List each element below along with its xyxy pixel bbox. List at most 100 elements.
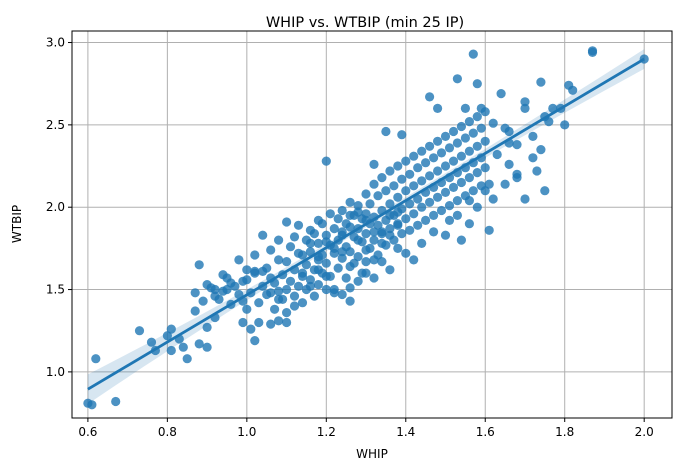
data-point	[448, 126, 459, 137]
data-point	[464, 146, 474, 156]
data-point	[520, 97, 530, 107]
data-point	[393, 161, 403, 171]
data-point	[297, 298, 308, 308]
data-point	[194, 260, 204, 270]
data-point	[417, 202, 427, 212]
data-point	[440, 161, 451, 171]
data-point	[500, 179, 510, 189]
data-point	[285, 242, 296, 252]
data-point	[520, 103, 530, 113]
data-point	[313, 265, 323, 275]
data-point	[266, 245, 276, 255]
data-point	[274, 235, 284, 245]
y-tick-label: 1.5	[46, 283, 65, 297]
data-point	[134, 326, 145, 336]
data-point	[254, 298, 264, 308]
data-point	[429, 210, 439, 220]
data-point	[381, 186, 391, 196]
data-point	[377, 238, 387, 248]
data-point	[528, 153, 538, 163]
data-point	[452, 210, 462, 220]
x-axis-ticks: 0.6 0.8 1.0 1.2 1.4 1.6 1.8 2.0	[78, 418, 654, 439]
data-point	[369, 255, 379, 265]
data-point	[282, 217, 292, 227]
data-point	[250, 268, 260, 278]
data-point	[393, 207, 403, 217]
data-point	[444, 215, 455, 225]
data-point	[369, 235, 379, 245]
data-point	[433, 103, 443, 113]
data-point	[440, 230, 451, 240]
data-point	[385, 166, 395, 176]
data-point	[492, 149, 502, 160]
data-point	[369, 159, 379, 169]
data-point	[436, 148, 447, 158]
data-point	[337, 253, 347, 263]
confidence-band-area	[87, 49, 645, 404]
data-point	[381, 126, 391, 137]
data-point	[413, 220, 423, 230]
data-point	[361, 229, 371, 239]
data-point	[321, 156, 331, 166]
data-point	[409, 209, 419, 219]
data-point	[488, 194, 498, 204]
data-point	[464, 219, 474, 229]
data-point	[393, 243, 403, 253]
data-point	[313, 215, 323, 225]
data-point	[293, 281, 304, 291]
data-point	[480, 163, 490, 173]
plot-frame	[71, 30, 673, 419]
data-point	[425, 92, 435, 102]
data-point	[401, 186, 411, 196]
x-axis-label: WHIP	[356, 447, 388, 461]
data-point	[480, 136, 490, 146]
data-point	[289, 301, 300, 311]
x-tick-label: 1.4	[396, 425, 415, 439]
x-tick-label: 0.6	[78, 425, 97, 439]
data-point	[512, 173, 522, 183]
data-point	[361, 189, 371, 199]
data-point	[496, 89, 506, 99]
data-point	[361, 209, 371, 219]
data-point	[341, 273, 351, 283]
data-point	[345, 222, 355, 232]
data-point	[353, 276, 363, 286]
data-point	[405, 199, 415, 209]
data-point	[250, 250, 260, 260]
data-point	[456, 177, 466, 188]
y-axis-ticks: 1.0 1.5 2.0 2.5 3.0	[46, 36, 72, 379]
data-point	[353, 252, 363, 262]
data-point	[258, 230, 268, 240]
data-point	[293, 220, 304, 230]
data-point	[401, 248, 411, 258]
y-tick-label: 3.0	[46, 36, 65, 50]
data-point	[282, 284, 292, 295]
data-point	[385, 210, 395, 220]
data-point	[242, 304, 252, 314]
data-point	[448, 156, 459, 166]
data-point	[464, 173, 474, 183]
data-point	[297, 268, 308, 278]
data-point	[266, 288, 276, 298]
data-point	[397, 174, 407, 184]
data-point	[405, 169, 415, 179]
data-point	[369, 179, 379, 189]
data-point	[270, 304, 280, 314]
data-point	[274, 255, 284, 265]
data-point	[146, 337, 157, 347]
data-point	[305, 281, 315, 291]
chart-title: WHIP vs. WTBIP (min 25 IP)	[266, 15, 464, 31]
data-point	[536, 77, 546, 87]
x-tick-label: 1.6	[476, 425, 495, 439]
data-point	[361, 268, 371, 278]
data-point	[560, 120, 570, 130]
data-point	[464, 117, 474, 127]
data-point	[468, 128, 478, 138]
data-point	[325, 209, 335, 219]
data-point	[345, 261, 355, 272]
data-point	[417, 146, 427, 156]
data-point	[87, 400, 97, 410]
y-tick-label: 1.0	[46, 365, 65, 379]
data-point	[194, 339, 204, 349]
data-point	[433, 136, 443, 146]
